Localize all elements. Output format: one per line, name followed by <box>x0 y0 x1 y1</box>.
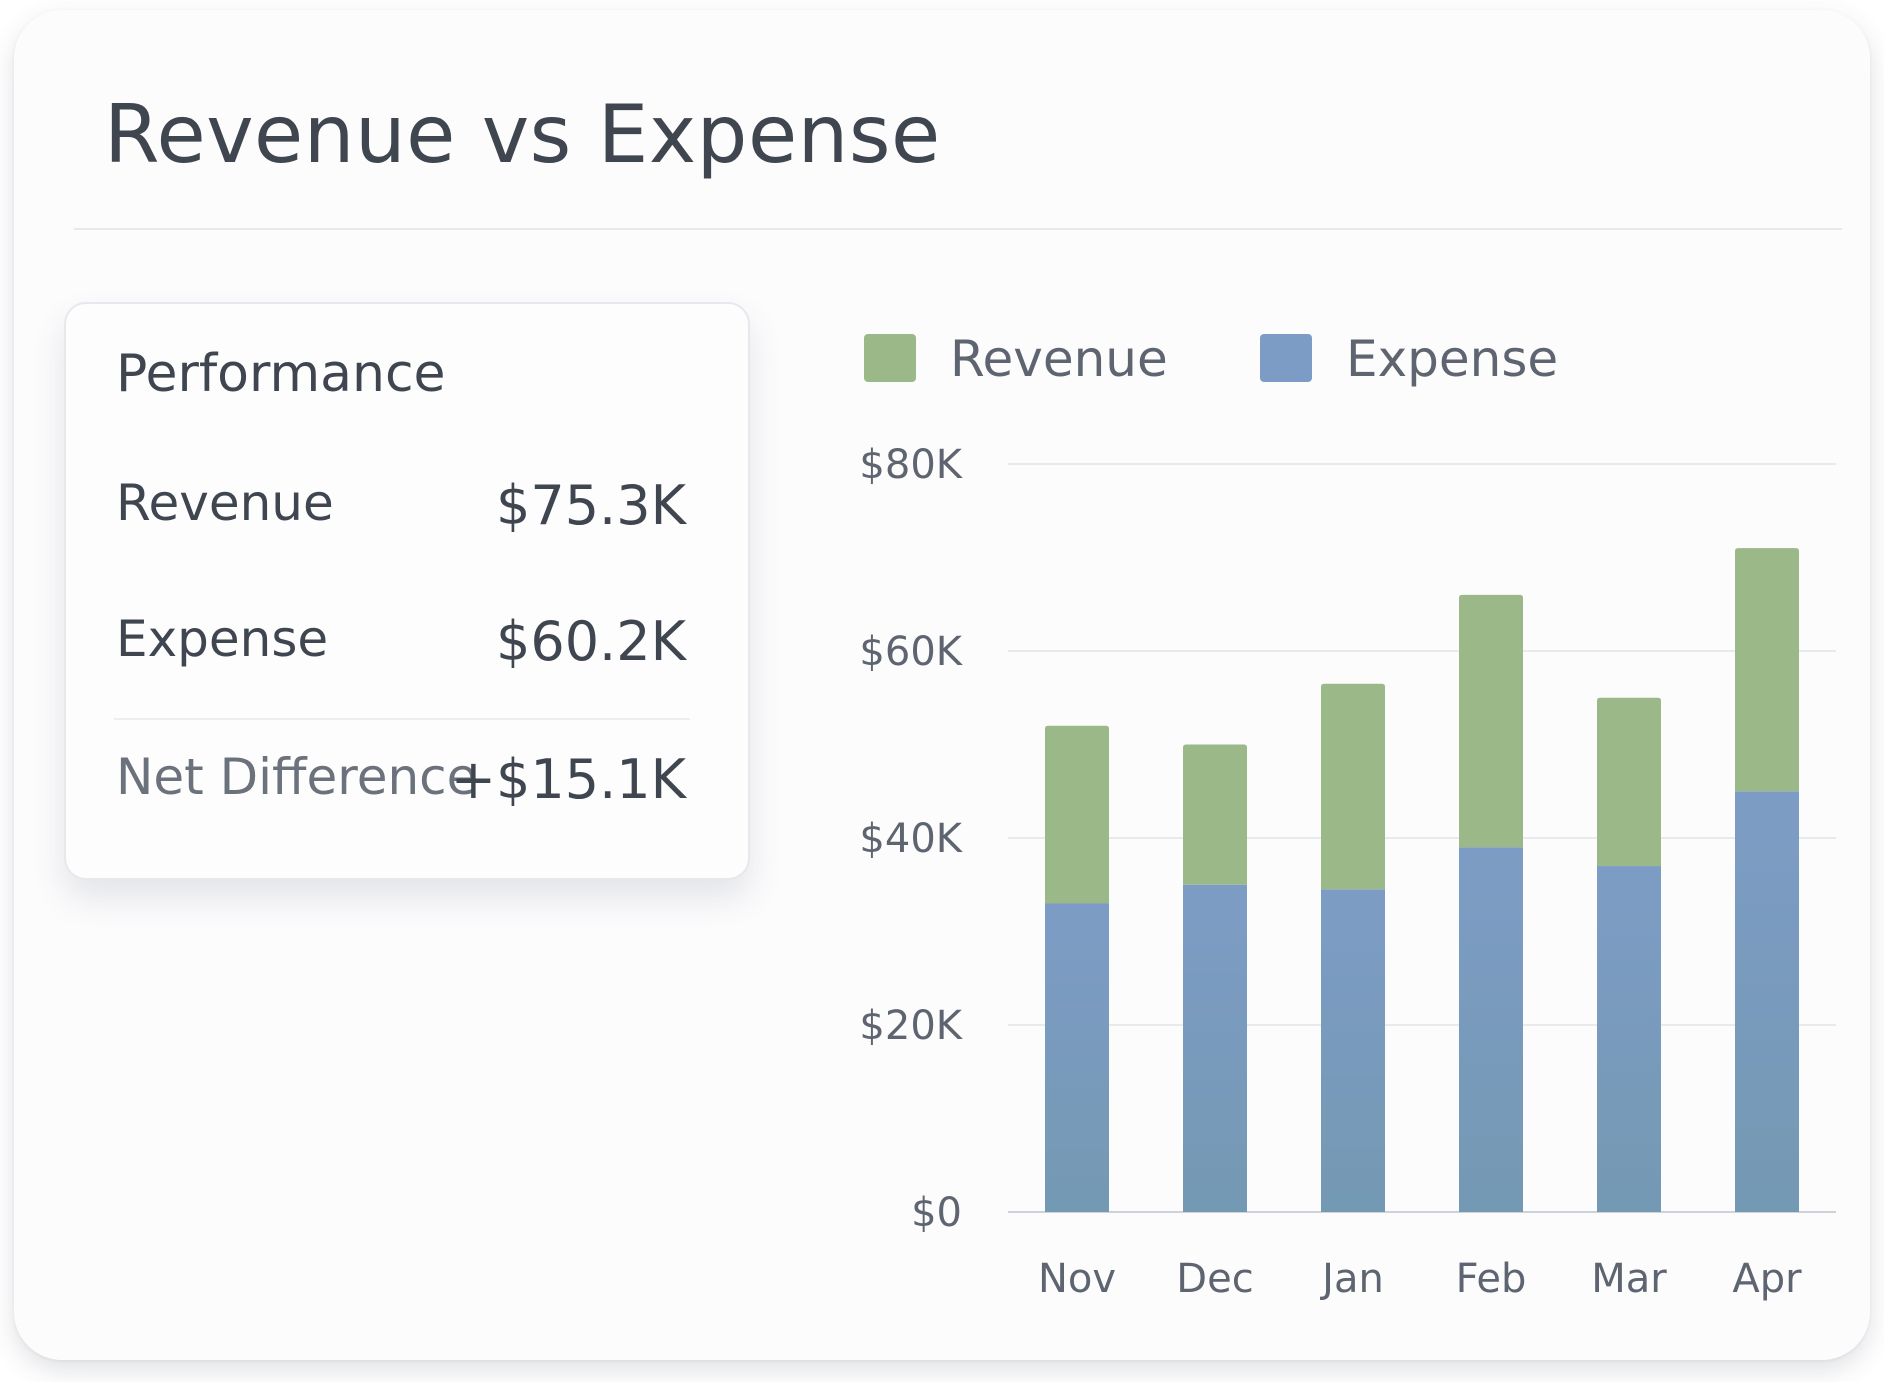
x-tick-label: Feb <box>1456 1256 1527 1302</box>
x-tick-label: Apr <box>1732 1256 1802 1302</box>
bar-revenue <box>1321 683 1385 890</box>
x-tick-label: Dec <box>1176 1256 1253 1302</box>
x-tick-label: Nov <box>1038 1256 1116 1302</box>
net-difference-label: Net Difference <box>116 748 478 806</box>
y-tick-label: $60K <box>859 629 963 675</box>
bar-expense <box>1597 866 1661 1212</box>
bar-revenue <box>1045 725 1109 904</box>
legend-swatch-revenue <box>864 334 916 382</box>
y-tick-label: $0 <box>911 1190 962 1236</box>
performance-divider <box>114 718 690 720</box>
performance-title: Performance <box>116 344 446 404</box>
y-tick-label: $40K <box>859 816 963 862</box>
performance-panel: Performance Revenue $75.3K Expense $60.2… <box>64 302 750 880</box>
bar-revenue <box>1597 697 1661 867</box>
title-divider <box>74 228 1842 230</box>
x-tick-label: Mar <box>1591 1256 1667 1302</box>
bar-expense <box>1183 884 1247 1212</box>
bar-revenue <box>1459 594 1523 848</box>
expense-value: $60.2K <box>495 610 686 673</box>
bar-revenue <box>1183 744 1247 885</box>
revenue-value: $75.3K <box>495 474 686 537</box>
y-tick-label: $20K <box>859 1003 963 1049</box>
x-tick-label: Jan <box>1319 1256 1384 1302</box>
bar-expense <box>1321 889 1385 1212</box>
revenue-label: Revenue <box>116 474 334 532</box>
stacked-bar-chart: $0 $20K $40K $60K $80K Nov Dec Jan Feb Mar Apr Reve… <box>859 330 1836 1302</box>
expense-label: Expense <box>116 610 329 668</box>
bar-expense <box>1459 847 1523 1212</box>
bar-revenue <box>1735 548 1799 792</box>
bar-expense <box>1735 791 1799 1212</box>
net-difference-value: +$15.1K <box>450 748 686 811</box>
legend-label-expense: Expense <box>1346 330 1558 388</box>
card-title: Revenue vs Expense <box>104 88 941 181</box>
revenue-expense-card: Revenue vs Expense Performance Revenue $… <box>14 10 1870 1360</box>
bar-expense <box>1045 903 1109 1212</box>
legend-swatch-expense <box>1260 334 1312 382</box>
legend-label-revenue: Revenue <box>950 330 1168 388</box>
y-tick-label: $80K <box>859 442 963 488</box>
